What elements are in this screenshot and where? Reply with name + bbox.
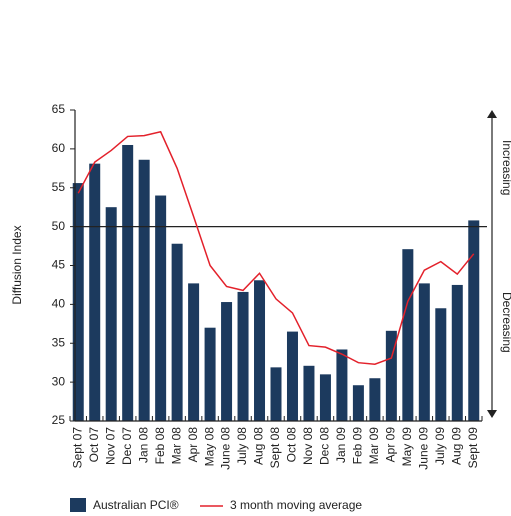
legend-label: 3 month moving average — [230, 498, 362, 512]
y-tick-label: 65 — [52, 102, 66, 116]
bar — [352, 385, 364, 421]
bar — [155, 195, 167, 421]
bar — [451, 284, 463, 421]
annotation: Decreasing — [500, 292, 511, 353]
bar — [188, 283, 200, 421]
moving-average-line — [77, 130, 475, 366]
y-tick-label: 45 — [52, 258, 66, 272]
x-tick-label: July 09 — [433, 427, 447, 465]
y-tick-label: 25 — [52, 413, 66, 427]
legend-label: Australian PCI® — [93, 498, 179, 512]
bar — [336, 349, 348, 421]
x-tick-label: Mar 08 — [169, 427, 183, 465]
bar — [435, 308, 447, 421]
x-tick-label: Sept 07 — [70, 427, 84, 469]
x-tick-label: Dec 07 — [120, 427, 134, 465]
bar — [254, 280, 266, 421]
x-tick-label: Nov 07 — [103, 427, 117, 465]
y-axis-label: Diffusion Index — [10, 225, 24, 304]
legend-swatch — [70, 498, 86, 512]
x-tick-label: Oct 07 — [87, 427, 101, 463]
x-tick-label: June 08 — [219, 427, 233, 470]
bar — [369, 378, 381, 421]
x-tick-label: Dec 08 — [318, 427, 332, 465]
bar — [171, 243, 183, 421]
x-tick-label: Apr 08 — [186, 427, 200, 463]
bar — [89, 163, 101, 421]
x-tick-label: July 08 — [235, 427, 249, 465]
x-tick-label: June 09 — [416, 427, 430, 470]
bar — [385, 330, 397, 421]
y-tick-label: 40 — [52, 297, 66, 311]
x-tick-label: Oct 08 — [285, 427, 299, 463]
x-tick-label: Sept 08 — [268, 427, 282, 469]
x-tick-label: Mar 09 — [367, 427, 381, 465]
bar — [237, 291, 249, 421]
bar — [122, 144, 134, 422]
x-tick-label: May 09 — [400, 427, 414, 467]
x-tick-label: May 08 — [202, 427, 216, 467]
y-tick-label: 50 — [52, 219, 66, 233]
x-tick-label: Jan 08 — [136, 427, 150, 463]
annotation: Increasing — [500, 140, 511, 195]
y-tick-label: 55 — [52, 180, 66, 194]
x-tick-label: Jan 09 — [334, 427, 348, 463]
bar — [303, 365, 315, 421]
y-tick-label: 30 — [52, 374, 66, 388]
y-tick-label: 35 — [52, 335, 66, 349]
bar — [319, 374, 331, 421]
x-tick-label: Feb 09 — [351, 427, 365, 465]
arrow-head — [487, 110, 497, 118]
bar — [286, 331, 298, 421]
bar — [221, 302, 233, 421]
x-tick-label: Nov 08 — [301, 427, 315, 465]
bar — [418, 283, 430, 421]
x-tick-label: Feb 08 — [153, 427, 167, 465]
bar — [402, 249, 414, 421]
x-tick-label: Apr 09 — [384, 427, 398, 463]
x-tick-label: Aug 08 — [252, 427, 266, 465]
bar — [204, 327, 216, 421]
bar — [105, 207, 117, 421]
arrow-head — [487, 410, 497, 418]
bar — [72, 183, 84, 421]
bar — [468, 220, 480, 421]
bar — [138, 159, 150, 421]
y-tick-label: 60 — [52, 141, 66, 155]
x-tick-label: Sept 09 — [466, 427, 480, 469]
bar — [270, 367, 282, 421]
x-tick-label: Aug 09 — [449, 427, 463, 465]
